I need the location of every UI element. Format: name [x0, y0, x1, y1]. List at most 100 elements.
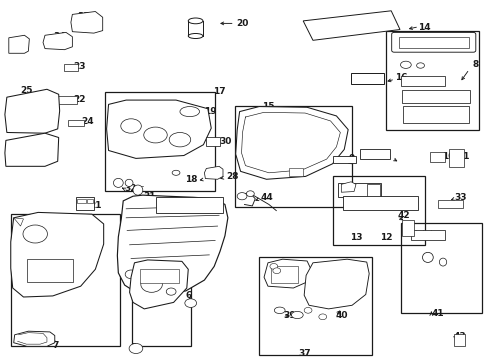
Bar — [366, 184, 380, 196]
Bar — [27, 259, 73, 282]
Text: 36: 36 — [12, 38, 24, 47]
Text: 9: 9 — [348, 154, 355, 163]
Text: 26: 26 — [16, 159, 28, 168]
Text: 15: 15 — [261, 102, 274, 112]
Bar — [76, 197, 94, 210]
Text: 6: 6 — [185, 291, 191, 300]
Bar — [132, 259, 190, 346]
Text: 5: 5 — [130, 343, 136, 352]
Text: 10: 10 — [441, 152, 453, 161]
Bar — [403, 106, 468, 123]
Polygon shape — [14, 331, 55, 346]
Text: 12: 12 — [379, 233, 392, 242]
Ellipse shape — [438, 258, 446, 266]
Bar — [386, 31, 478, 130]
Text: 38: 38 — [283, 266, 295, 275]
Polygon shape — [235, 107, 347, 179]
Text: 33: 33 — [453, 193, 466, 202]
Ellipse shape — [180, 107, 199, 117]
Ellipse shape — [188, 33, 203, 39]
Text: 22: 22 — [73, 95, 85, 104]
Circle shape — [272, 268, 280, 274]
Circle shape — [304, 307, 311, 313]
Ellipse shape — [416, 63, 424, 68]
Text: 28: 28 — [225, 172, 238, 181]
Text: 21: 21 — [89, 201, 102, 210]
FancyBboxPatch shape — [391, 32, 475, 52]
Circle shape — [237, 193, 246, 200]
Ellipse shape — [172, 170, 180, 175]
Text: 43: 43 — [452, 332, 465, 341]
Bar — [87, 199, 93, 203]
Polygon shape — [43, 32, 72, 50]
Ellipse shape — [422, 252, 432, 262]
Polygon shape — [204, 166, 223, 179]
Bar — [429, 152, 444, 162]
Circle shape — [166, 288, 176, 295]
Bar — [401, 90, 469, 103]
Text: 14: 14 — [417, 23, 430, 32]
Bar — [54, 96, 77, 104]
Bar — [448, 149, 463, 167]
Circle shape — [269, 264, 277, 269]
Text: 44: 44 — [260, 193, 272, 202]
Ellipse shape — [143, 127, 167, 143]
Ellipse shape — [113, 179, 123, 188]
Bar — [332, 176, 425, 245]
Circle shape — [129, 343, 142, 354]
Text: 3: 3 — [165, 264, 171, 273]
Polygon shape — [129, 260, 188, 309]
Bar — [234, 106, 351, 207]
Text: 1: 1 — [26, 222, 32, 231]
Text: 23: 23 — [73, 62, 85, 71]
Polygon shape — [9, 35, 29, 53]
Bar — [338, 183, 381, 197]
Text: 20: 20 — [235, 19, 248, 28]
Ellipse shape — [400, 61, 410, 68]
Bar — [401, 220, 413, 236]
Text: 13: 13 — [349, 233, 362, 242]
Polygon shape — [304, 259, 368, 309]
Bar — [288, 168, 303, 176]
Text: 34: 34 — [53, 32, 66, 41]
Ellipse shape — [121, 119, 141, 133]
Bar — [453, 334, 464, 346]
Circle shape — [141, 276, 162, 292]
Bar — [359, 149, 389, 159]
Text: 11: 11 — [456, 152, 469, 161]
Bar — [140, 269, 179, 283]
Polygon shape — [5, 89, 60, 133]
Bar — [332, 156, 355, 163]
Bar — [400, 223, 481, 313]
Polygon shape — [117, 195, 227, 294]
Ellipse shape — [133, 185, 142, 195]
Bar — [155, 197, 169, 208]
Text: 35: 35 — [78, 12, 90, 21]
Text: 29: 29 — [160, 201, 172, 210]
Text: 18: 18 — [185, 175, 198, 184]
Bar — [410, 230, 444, 240]
Text: 2: 2 — [123, 264, 129, 273]
Text: 8: 8 — [472, 60, 478, 69]
Bar — [105, 92, 215, 191]
Text: 41: 41 — [430, 309, 443, 318]
Text: 32: 32 — [124, 184, 137, 193]
Text: 37: 37 — [298, 349, 310, 358]
Text: 39: 39 — [283, 310, 295, 320]
Circle shape — [125, 270, 137, 279]
Text: 27: 27 — [194, 202, 206, 211]
Polygon shape — [341, 182, 355, 192]
Bar — [68, 120, 84, 126]
Polygon shape — [5, 133, 59, 166]
Polygon shape — [303, 11, 399, 40]
Polygon shape — [14, 218, 23, 226]
Text: 4: 4 — [138, 252, 145, 261]
Bar — [155, 197, 223, 213]
Bar — [259, 257, 371, 355]
Text: 42: 42 — [396, 211, 409, 220]
Bar — [63, 64, 78, 71]
Text: 7: 7 — [52, 341, 59, 350]
Polygon shape — [264, 259, 310, 288]
Text: 17: 17 — [212, 87, 225, 96]
Polygon shape — [106, 100, 211, 158]
